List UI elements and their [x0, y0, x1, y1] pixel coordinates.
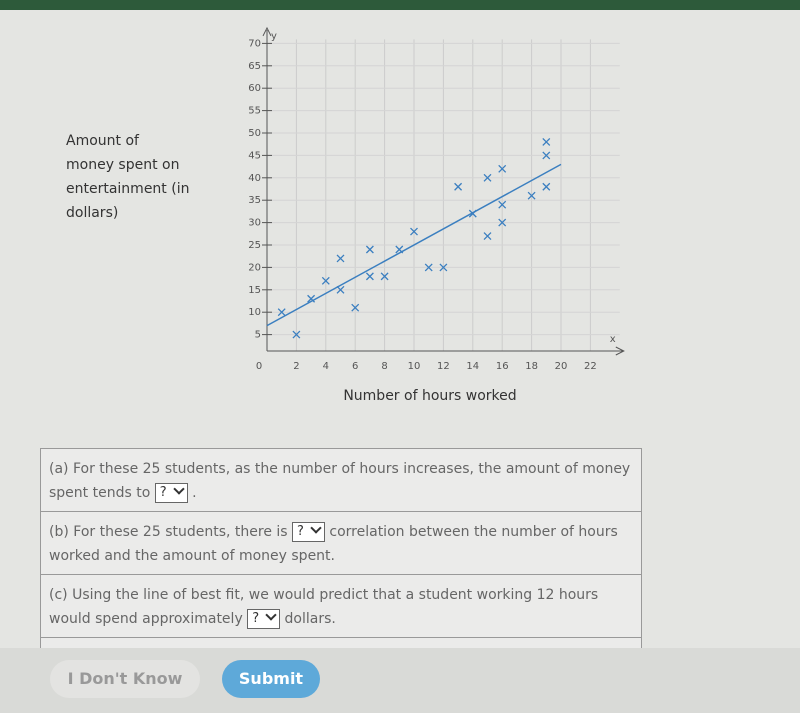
x-tick-label: 6 [352, 361, 358, 372]
point [321, 276, 330, 285]
dont-know-button[interactable]: I Don't Know [50, 660, 200, 698]
x-arrow [615, 346, 625, 356]
point [542, 182, 551, 191]
submit-button[interactable]: Submit [222, 660, 320, 698]
y-tick-label: 10 [248, 307, 261, 318]
y-axis-title: Amount of money spent on entertainment (… [66, 133, 190, 221]
x-tick-label: 20 [555, 361, 568, 372]
question-box: (a) For these 25 students, as the number… [40, 448, 642, 650]
y-tick-label: 60 [248, 83, 261, 94]
point [307, 294, 316, 303]
question-label: (a) [49, 461, 69, 477]
y-tick-label: 30 [248, 218, 261, 229]
y-tick-label: 20 [248, 262, 261, 273]
y-tick-label: 5 [255, 330, 261, 341]
point [336, 254, 345, 263]
point [454, 182, 463, 191]
point [542, 138, 551, 146]
x-tick-label: 12 [437, 361, 450, 372]
question-text: Using the line of best fit, we would pre… [49, 587, 599, 627]
question-text: For these 25 students, as the number of … [49, 461, 631, 501]
question: (c) Using the line of best fit, we would… [41, 575, 641, 638]
question-text-after: correlation between the number of hours … [49, 524, 618, 564]
point [527, 191, 536, 200]
dropdown[interactable]: ? [292, 522, 325, 542]
point [498, 218, 507, 227]
y-tick-label: 25 [248, 240, 261, 251]
chart: 0 2 4 6 8 10 12 14 16 18 20 22 5 10 15 20 25 30 35 40 45 50 55… [248, 26, 625, 404]
question-label: (c) [49, 587, 68, 603]
x-tick-label: 8 [381, 361, 387, 372]
dropdown[interactable]: ? [154, 483, 188, 503]
point [483, 173, 492, 182]
x-tick-label: 16 [496, 361, 509, 372]
point [439, 263, 448, 272]
x-tick-label: 4 [323, 361, 329, 372]
y-tick-label: 50 [248, 128, 261, 139]
point [380, 272, 389, 281]
y-arrow [262, 26, 272, 37]
y-axis-letter: y [271, 31, 277, 42]
point [365, 245, 374, 254]
x-tick-label: 10 [408, 361, 421, 372]
point [277, 308, 286, 317]
question-label: (b) [49, 524, 69, 540]
x-axis-title: Number of hours worked [343, 388, 516, 404]
point [351, 303, 360, 312]
y-tick-label: 70 [248, 38, 261, 49]
question: (a) For these 25 students, as the number… [41, 449, 641, 512]
y-tick-label: 40 [248, 173, 261, 184]
y-tick-label: 65 [248, 61, 261, 72]
point [542, 151, 551, 160]
y-tick-label: 15 [248, 285, 261, 296]
bottom-bar: I Don't Know Submit [0, 648, 800, 713]
top-bar [0, 0, 800, 10]
x-tick-label: 18 [525, 361, 538, 372]
point [365, 272, 374, 281]
x-tick-label: 2 [293, 361, 299, 372]
fit-line [266, 163, 562, 327]
point [498, 164, 507, 173]
x-axis-letter: x [610, 334, 616, 345]
x-tick-label: 14 [466, 361, 479, 372]
point [498, 200, 507, 209]
point [336, 285, 345, 294]
dropdown[interactable]: ? [247, 609, 281, 629]
point [468, 209, 477, 218]
question-text: For these 25 students, there is [73, 524, 288, 540]
point [395, 245, 404, 254]
point [292, 330, 301, 339]
question-text-after: dollars. [284, 611, 336, 627]
point [424, 263, 433, 272]
question-text-after: . [192, 485, 197, 501]
point [410, 227, 418, 236]
x-tick-label: 22 [584, 361, 597, 372]
question: (b) For these 25 students, there is ? co… [41, 512, 641, 575]
point [483, 232, 492, 240]
y-tick-label: 55 [248, 106, 261, 117]
y-tick-label: 45 [248, 150, 261, 161]
x-tick-label: 0 [256, 361, 262, 372]
y-tick-label: 35 [248, 195, 261, 206]
